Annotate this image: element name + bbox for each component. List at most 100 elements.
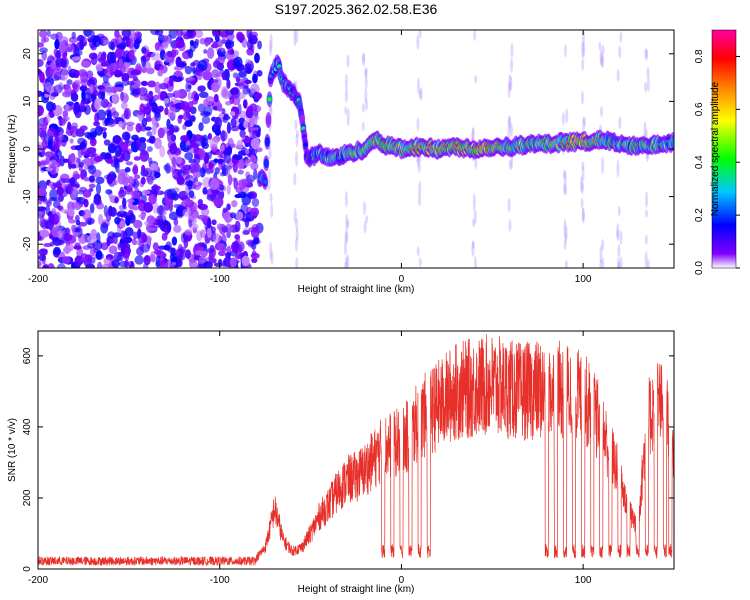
streak-speckle (345, 230, 349, 244)
streak-speckle (508, 74, 512, 92)
noise-speckle (140, 80, 148, 87)
noise-speckle (114, 117, 119, 125)
noise-speckle (229, 111, 236, 117)
signal-mid (264, 136, 270, 147)
noise-speckle (163, 98, 170, 104)
streak-speckle (418, 30, 422, 39)
noise-speckle (65, 43, 75, 53)
noise-speckle (189, 39, 195, 46)
noise-speckle (251, 240, 257, 251)
noise-speckle (54, 38, 60, 50)
spectrogram-x-tick-label: 100 (575, 274, 592, 285)
noise-speckle (185, 80, 192, 93)
noise-speckle (208, 162, 214, 170)
streak-speckle (616, 257, 620, 268)
noise-speckle (238, 117, 246, 124)
noise-speckle (103, 139, 111, 146)
noise-speckle (143, 201, 154, 213)
noise-speckle (119, 220, 126, 228)
noise-speckle (105, 84, 114, 96)
noise-speckle (230, 117, 237, 128)
noise-speckle (92, 239, 103, 251)
streak-speckle (364, 73, 368, 90)
noise-speckle (143, 255, 151, 266)
noise-speckle (203, 49, 208, 54)
noise-speckle (70, 92, 79, 102)
noise-speckle (171, 156, 177, 167)
noise-speckle (187, 76, 195, 82)
colorbar-tick-label: 0.2 (694, 208, 705, 222)
streak-speckle (346, 54, 350, 68)
noise-speckle (169, 143, 178, 155)
noise-speckle (85, 263, 95, 268)
noise-speckle (124, 227, 134, 237)
noise-speckle (179, 140, 186, 151)
noise-speckle (180, 31, 190, 36)
noise-speckle (80, 78, 89, 87)
streak-speckle (344, 256, 348, 268)
streak-speckle (644, 251, 648, 268)
noise-speckle (38, 248, 48, 256)
noise-speckle (205, 167, 212, 175)
streak-speckle (507, 115, 511, 127)
noise-speckle (46, 113, 51, 123)
noise-speckle (152, 123, 157, 136)
noise-speckle (74, 255, 83, 268)
noise-speckle (221, 90, 232, 100)
noise-speckle (188, 219, 193, 228)
noise-speckle (140, 125, 147, 132)
noise-speckle (58, 131, 64, 142)
noise-speckle (148, 194, 157, 205)
noise-speckle (163, 35, 169, 43)
noise-speckle (48, 213, 55, 225)
noise-speckle (124, 252, 130, 262)
streak-speckle (581, 207, 585, 222)
noise-speckle (60, 208, 69, 214)
noise-speckle (122, 36, 130, 41)
noise-speckle (150, 251, 156, 261)
noise-speckle (174, 127, 179, 133)
noise-speckle (158, 82, 169, 90)
noise-speckle (154, 42, 160, 51)
noise-speckle (139, 95, 145, 101)
noise-speckle (213, 158, 219, 163)
noise-speckle (61, 117, 68, 124)
noise-speckle (185, 180, 195, 187)
streak-speckle (510, 42, 514, 58)
noise-speckle (59, 173, 70, 182)
colorbar-axis: 0.0 0.2 0.4 0.6 0.8 (694, 49, 740, 275)
noise-speckle (184, 65, 193, 75)
noise-speckle (93, 83, 98, 93)
noise-speckle (68, 36, 79, 44)
noise-speckle (97, 261, 103, 268)
snr-y-tick-label: 400 (22, 418, 33, 435)
streak-speckle (619, 31, 623, 43)
streak-speckle (581, 165, 585, 182)
noise-speckle (206, 47, 215, 59)
noise-speckle (69, 72, 77, 78)
noise-speckle (220, 144, 225, 152)
noise-speckle (213, 262, 224, 268)
noise-speckle (187, 48, 194, 59)
streak-speckle (344, 190, 348, 208)
noise-speckle (223, 113, 229, 118)
noise-speckle (237, 241, 245, 252)
noise-speckle (157, 91, 166, 101)
noise-speckle (56, 263, 66, 268)
noise-speckle (76, 196, 87, 205)
colorbar: 0.0 0.2 0.4 0.6 0.8 Normalized spectral ampl… (694, 29, 740, 275)
noise-speckle (135, 123, 142, 133)
streak-speckle (580, 180, 584, 195)
noise-speckle (213, 60, 220, 68)
streak-speckle (508, 159, 512, 170)
streak-speckle (644, 81, 648, 93)
noise-speckle (249, 31, 259, 38)
noise-speckle (141, 117, 148, 128)
noise-speckle (125, 161, 133, 166)
noise-speckle (117, 172, 126, 185)
noise-speckle (118, 192, 125, 199)
streak-speckle (295, 30, 299, 44)
snr-x-axis: -200 -100 0 100 (28, 331, 592, 586)
noise-speckle (135, 139, 142, 149)
noise-speckle (230, 125, 240, 132)
